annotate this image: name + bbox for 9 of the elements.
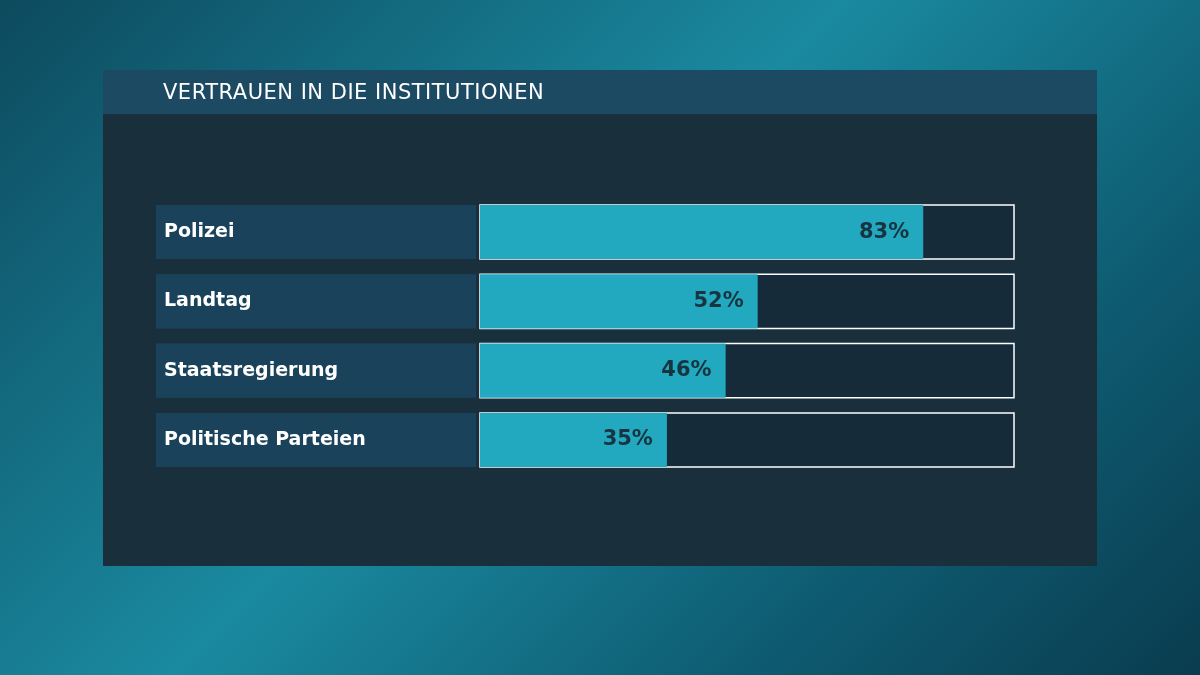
y-tick-label: Staatsregierung (164, 357, 339, 380)
y-tick-label: Polizei (164, 218, 235, 241)
data-label: 35% (602, 426, 653, 451)
y-tick-label: Politische Parteien (164, 426, 366, 449)
data-label: 52% (693, 287, 744, 312)
data-label: 83% (858, 218, 910, 243)
y-tick-label: Landtag (164, 288, 252, 311)
data-label: 46% (661, 357, 712, 382)
chart-title: VERTRAUEN IN DIE INSTITUTIONEN (103, 70, 1097, 114)
